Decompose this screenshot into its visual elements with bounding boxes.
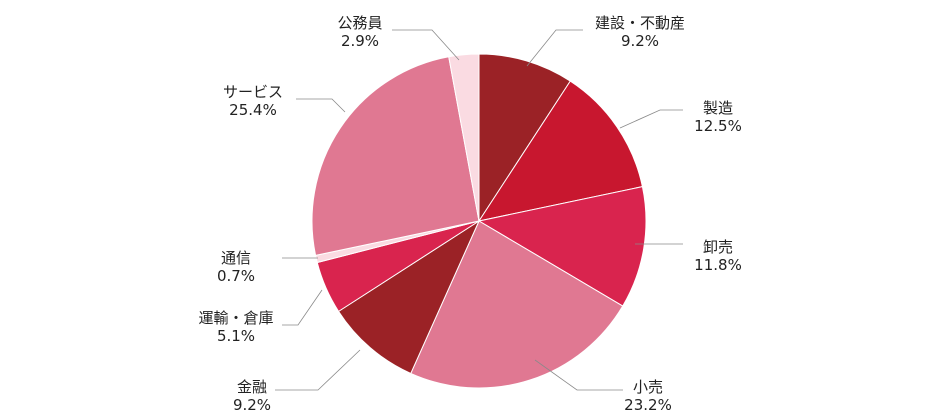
slice-value-label-1: 12.5% bbox=[694, 117, 742, 135]
pie-slice-3 bbox=[410, 220, 624, 389]
slice-value-label-2: 11.8% bbox=[694, 256, 742, 274]
pie-slice-4 bbox=[337, 219, 481, 375]
pie-slice-7 bbox=[311, 56, 480, 256]
slice-label-8: 公務員 bbox=[337, 14, 382, 32]
leader-line-4 bbox=[275, 349, 361, 391]
leader-line-1 bbox=[619, 109, 683, 129]
pie-slice-1 bbox=[477, 80, 644, 222]
pie-slice-2 bbox=[477, 186, 647, 307]
pie-slices bbox=[311, 53, 647, 389]
leader-line-7 bbox=[296, 98, 346, 113]
slice-label-4: 金融 bbox=[237, 378, 267, 396]
leader-lines bbox=[275, 29, 683, 391]
slice-label-3: 小売 bbox=[633, 378, 663, 396]
pie-slice-0 bbox=[478, 53, 571, 223]
leader-line-3 bbox=[534, 359, 623, 391]
slice-label-0: 建設・不動産 bbox=[595, 14, 685, 32]
slice-label-5: 運輸・倉庫 bbox=[198, 309, 273, 327]
leader-line-0 bbox=[526, 29, 583, 67]
slice-value-label-6: 0.7% bbox=[217, 267, 255, 285]
leader-line-8 bbox=[392, 29, 460, 61]
slice-value-label-8: 2.9% bbox=[341, 32, 379, 50]
pie-slice-8 bbox=[448, 53, 480, 222]
slice-value-label-3: 23.2% bbox=[624, 396, 672, 414]
leader-line-5 bbox=[282, 289, 323, 326]
slice-label-7: サービス bbox=[223, 83, 283, 101]
slice-label-6: 通信 bbox=[221, 249, 251, 267]
slice-label-2: 卸売 bbox=[703, 238, 733, 256]
slice-label-1: 製造 bbox=[703, 99, 733, 117]
slice-value-label-5: 5.1% bbox=[217, 327, 255, 345]
slice-labels: 建設・不動産9.2%製造12.5%卸売11.8%小売23.2%金融9.2%運輸・… bbox=[198, 14, 741, 414]
slice-value-label-4: 9.2% bbox=[233, 396, 271, 414]
slice-value-label-0: 9.2% bbox=[621, 32, 659, 50]
slice-value-label-7: 25.4% bbox=[229, 101, 277, 119]
